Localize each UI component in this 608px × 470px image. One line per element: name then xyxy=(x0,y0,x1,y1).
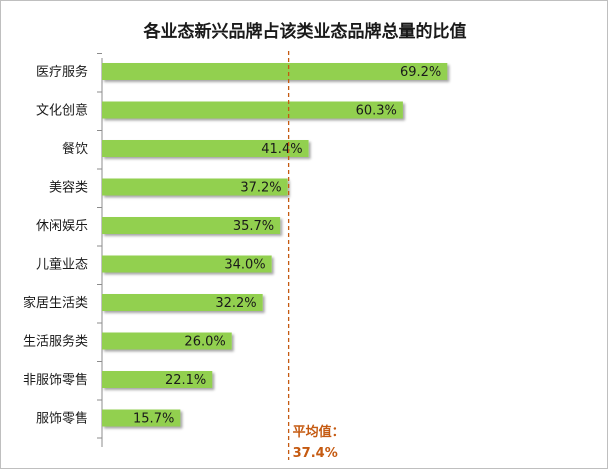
bar xyxy=(102,178,288,196)
y-axis-group xyxy=(97,53,103,447)
value-label: 15.7% xyxy=(133,412,174,427)
category-label: 服饰零售 xyxy=(36,411,88,427)
category-label: 生活服务类 xyxy=(23,334,88,350)
value-label: 37.2% xyxy=(240,181,281,196)
value-label: 26.0% xyxy=(184,335,225,350)
chart-title: 各业态新兴品牌占该类业态品牌总量的比值 xyxy=(143,22,467,42)
value-label: 34.0% xyxy=(224,258,265,273)
value-label: 32.2% xyxy=(215,296,256,311)
category-label: 儿童业态 xyxy=(36,257,88,273)
category-label: 家居生活类 xyxy=(23,295,88,311)
bars-group xyxy=(102,63,448,427)
category-label: 文化创意 xyxy=(36,103,88,119)
average-label: 平均值： xyxy=(293,424,345,440)
average-group: 平均值： 37.4% xyxy=(287,51,345,461)
value-label: 22.1% xyxy=(165,373,206,388)
labels-group: 医疗服务 69.2% 文化创意 60.3% 餐饮 41.4% 美容类 37.2% 休闲娱乐 35.… xyxy=(23,64,441,427)
bar xyxy=(102,140,309,157)
category-label: 美容类 xyxy=(49,180,88,196)
bar xyxy=(102,217,281,234)
category-label: 非服饰零售 xyxy=(23,372,88,388)
bar xyxy=(102,63,448,80)
category-label: 休闲娱乐 xyxy=(36,219,88,234)
average-value: 37.4% xyxy=(293,446,338,461)
bar xyxy=(102,294,263,311)
bar xyxy=(102,332,232,350)
bar xyxy=(102,255,272,273)
value-label: 41.4% xyxy=(261,142,302,157)
value-label: 35.7% xyxy=(233,219,274,234)
value-label: 69.2% xyxy=(400,65,441,80)
bar xyxy=(102,371,213,388)
bar xyxy=(102,409,181,427)
category-label: 医疗服务 xyxy=(36,64,88,80)
value-label: 60.3% xyxy=(356,104,397,119)
category-label: 餐饮 xyxy=(62,141,88,157)
bar xyxy=(102,101,403,119)
